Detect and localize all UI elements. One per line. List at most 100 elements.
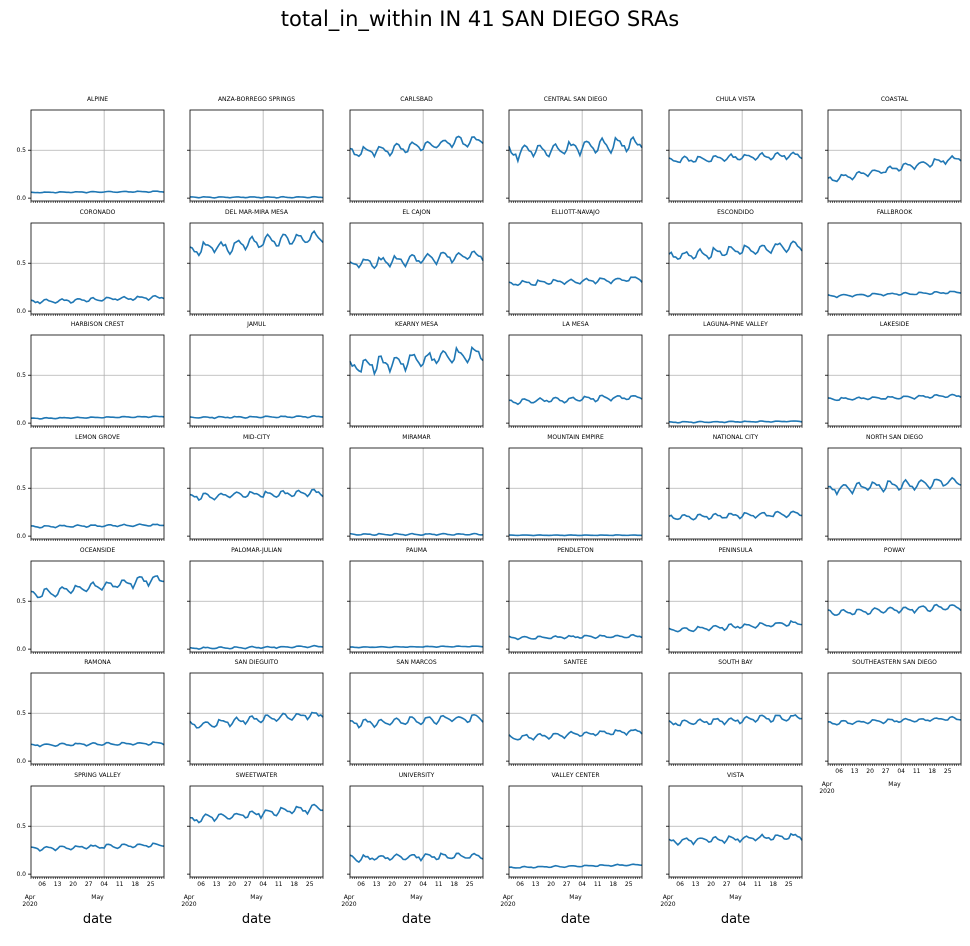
panel-elliott-navajo: ELLIOTT-NAVAJO [506,209,643,316]
xtick-month-label: May [250,894,263,901]
panel-title: SOUTHEASTERN SAN DIEGO [852,659,937,666]
xtick-month-label: May [729,894,742,901]
ytick-label: 0.5 [16,260,26,267]
series-line [30,294,165,305]
axes-frame [508,109,643,202]
series-line [508,728,643,741]
axes-frame [349,222,484,315]
panel-title: JAMUL [246,321,266,328]
xtick-month-label: Apr [25,894,36,901]
panel-south-bay: SOUTH BAY [666,659,803,766]
panel-title: LAGUNA-PINE VALLEY [703,321,768,328]
axes-frame [349,334,484,427]
series-line [189,488,324,502]
ytick-label: 0.5 [16,147,26,154]
xtick-label: 20 [866,768,874,775]
panel-title: COASTAL [881,96,909,103]
xtick-year-label: 2020 [660,901,675,908]
axes-frame [349,560,484,653]
panel-title: VALLEY CENTER [552,772,600,779]
panel-title: MOUNTAIN EMPIRE [547,434,604,441]
xtick-label: 27 [563,881,571,888]
axes-frame [30,560,165,653]
ytick-label: 0.0 [16,871,26,878]
axes-frame [30,672,165,765]
axes-frame [30,334,165,427]
series-line [508,633,643,641]
panel-title: MID-CITY [243,434,270,441]
panel-title: DEL MAR-MIRA MESA [225,209,289,216]
axes-frame [827,222,962,315]
panel-coastal: COASTAL [825,96,962,203]
panel-escondido: ESCONDIDO [666,209,803,316]
panel-north-san-diego: NORTH SAN DIEGO [825,434,962,541]
xtick-month-label: Apr [184,894,195,901]
series-line [827,154,962,183]
series-line [827,393,962,402]
panel-title: POWAY [884,547,906,554]
xtick-month-label: May [410,894,423,901]
xtick-label: 04 [100,881,108,888]
xtick-year-label: 2020 [341,901,356,908]
panel-title: SOUTH BAY [718,659,753,666]
figure-title: total_in_within IN 41 SAN DIEGO SRAs [281,7,679,32]
panel-title: PENINSULA [719,547,754,554]
xtick-label: 25 [785,881,793,888]
x-axis-label: date [242,912,271,927]
axes-frame [668,560,803,653]
panel-title: SPRING VALLEY [74,772,121,779]
ytick-label: 0.0 [16,420,26,427]
panel-oceanside: OCEANSIDE 0.0 0.5 [16,547,165,654]
axes-frame [668,785,803,878]
panel-spring-valley: SPRING VALLEY 0.0 0.5 06 13 20 27 04 11 18 25 Apr20… [16,772,165,927]
axes-frame [189,785,324,878]
xtick-label: 13 [851,768,859,775]
xtick-label: 18 [450,881,458,888]
panel-san-dieguito: SAN DIEGUITO [187,659,324,766]
axes-frame [349,785,484,878]
panel-title: ESCONDIDO [717,209,754,216]
panel-title: PALOMAR-JULIAN [231,547,282,554]
xtick-month-label: May [569,894,582,901]
xtick-label: 11 [435,881,443,888]
panel-kearny-mesa: KEARNY MESA [347,321,484,428]
panel-title: SAN DIEGUITO [235,659,279,666]
axes-frame [349,109,484,202]
panel-miramar: MIRAMAR [347,434,484,541]
axes-frame [668,222,803,315]
panel-title: NATIONAL CITY [713,434,759,441]
xtick-month-label: Apr [822,781,833,788]
series-line [30,741,165,748]
series-line [349,852,484,864]
axes-frame [349,447,484,540]
xtick-label: 11 [913,768,921,775]
xtick-label: 20 [228,881,236,888]
series-line [668,619,803,633]
xtick-year-label: 2020 [181,901,196,908]
ytick-label: 0.0 [16,195,26,202]
series-line [508,276,643,287]
panel-title: MIRAMAR [402,434,430,441]
ytick-label: 0.5 [16,485,26,492]
panel-title: KEARNY MESA [395,321,439,328]
xtick-label: 11 [754,881,762,888]
xtick-year-label: 2020 [22,901,37,908]
xtick-month-label: Apr [663,894,674,901]
panel-santee: SANTEE [506,659,643,766]
panel-mid-city: MID-CITY [187,434,324,541]
xtick-label: 27 [244,881,252,888]
panel-title: VISTA [727,772,745,779]
x-axis-label: date [83,912,112,927]
panel-pendleton: PENDLETON [506,547,643,654]
panel-laguna-pine-valley: LAGUNA-PINE VALLEY [666,321,803,428]
xtick-label: 18 [609,881,617,888]
series-line [668,510,803,521]
series-line [189,644,324,650]
xtick-label: 25 [944,768,952,775]
panel-title: HARBISON CREST [71,321,125,328]
xtick-label: 13 [54,881,62,888]
xtick-label: 27 [85,881,93,888]
